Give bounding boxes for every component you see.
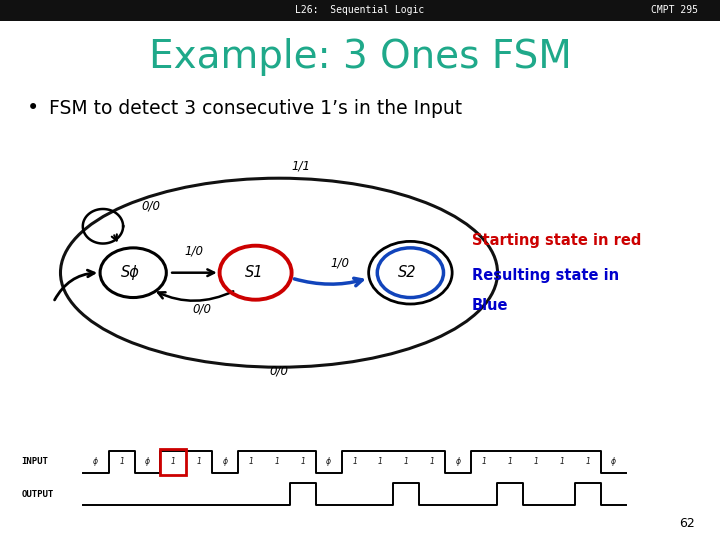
Bar [0,0,720,21]
Text: ϕ: ϕ [145,457,150,466]
Text: 1: 1 [508,457,513,466]
Text: Sϕ: Sϕ [121,265,140,280]
Text: 1: 1 [585,457,590,466]
Text: FSM to detect 3 consecutive 1’s in the Input: FSM to detect 3 consecutive 1’s in the I… [49,98,462,118]
Text: Resulting state in: Resulting state in [472,268,618,283]
Text: 1: 1 [559,457,564,466]
Text: Example: 3 Ones FSM: Example: 3 Ones FSM [148,38,572,76]
Text: INPUT: INPUT [22,457,48,466]
Text: ϕ: ϕ [94,457,98,466]
Text: 1/0: 1/0 [330,256,350,269]
Text: 1: 1 [352,457,357,466]
Text: CMPT 295: CMPT 295 [652,5,698,15]
Text: ϕ: ϕ [222,457,228,466]
Text: 1: 1 [300,457,305,466]
Text: 1: 1 [430,457,435,466]
Text: S1: S1 [245,265,264,280]
Text: 1: 1 [197,457,202,466]
Text: Blue: Blue [472,298,508,313]
Text: Starting state in red: Starting state in red [472,233,641,248]
Text: •: • [27,98,40,118]
Text: 1/0: 1/0 [185,245,204,258]
Text: 0/0: 0/0 [269,364,289,377]
Text: 1: 1 [378,457,383,466]
Text: 1: 1 [404,457,409,466]
Text: 0/0: 0/0 [142,200,161,213]
Text: 1/1: 1/1 [291,160,310,173]
Text: S2: S2 [398,265,417,280]
Text: 0/0: 0/0 [192,302,211,315]
Text: 1: 1 [120,457,124,466]
Text: 1: 1 [274,457,279,466]
Text: 1: 1 [534,457,539,466]
Text: OUTPUT: OUTPUT [22,490,54,498]
Text: ϕ: ϕ [326,457,331,466]
Text: 1: 1 [482,457,487,466]
Text: 1: 1 [171,457,176,466]
Text: ϕ: ϕ [456,457,461,466]
Text: ϕ: ϕ [611,457,616,466]
Text: L26:  Sequential Logic: L26: Sequential Logic [295,5,425,15]
Text: 62: 62 [679,517,695,530]
Text: 1: 1 [248,457,253,466]
